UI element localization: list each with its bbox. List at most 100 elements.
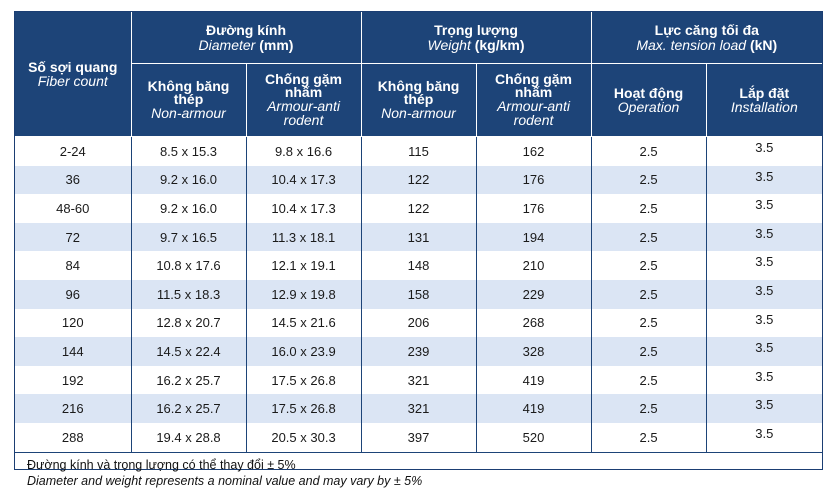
header-row-top: Số sợi quang Fiber count Đường kính Diam… [15,12,823,137]
cell-diameter-armour: 9.8 x 16.6 [246,136,362,166]
cell-installation: 3.5 [706,222,823,252]
cell-fiber-count: 192 [15,365,132,395]
header-installation: Lắp đặt Installation [706,63,823,137]
cell-weight-non-armour: 122 [361,165,477,195]
cell-installation: 3.5 [755,311,774,327]
cell-fiber-count: 120 [15,308,132,338]
cell-weight-non-armour: 321 [361,365,477,395]
cell-weight-non-armour: 122 [361,194,477,223]
cell-weight-armour: 162 [476,136,592,166]
cell-operation: 2.5 [591,136,707,166]
table-row: 96 11.5 x 18.3 12.9 x 19.8 158 229 2.5 3.5 [15,279,823,309]
cell-weight-armour: 419 [476,394,592,423]
cell-installation: 3.5 [755,368,774,384]
cell-diameter-non-armour: 8.5 x 15.3 [131,136,247,166]
header-non-armour-vi: Không băng thép [377,78,460,107]
cell-installation: 3.5 [755,140,774,155]
cell-weight-armour: 229 [476,279,592,309]
table-row: 216 16.2 x 25.7 17.5 x 26.8 321 419 2.5 3.5 [15,394,823,423]
cell-diameter-non-armour: 11.5 x 18.3 [131,279,247,309]
cell-installation: 3.5 [755,197,774,213]
header-armour-vi: Chống gặm nhấm [265,71,342,100]
cell-diameter-non-armour: 16.2 x 25.7 [131,394,247,423]
cell-weight-non-armour: 321 [361,394,477,423]
header-weight: Trọng lượng Weight (kg/km) [361,12,592,64]
header-weight-armour: Chống gặm nhấm Armour-anti rodent [476,63,592,137]
header-diameter-armour: Chống gặm nhấm Armour-anti rodent [246,63,362,137]
header-installation-vi: Lắp đặt [739,84,790,101]
cell-diameter-non-armour: 10.8 x 17.6 [131,251,247,280]
cell-weight-non-armour: 148 [361,251,477,280]
cell-weight-non-armour: 239 [361,337,477,366]
cell-diameter-armour: 10.4 x 17.3 [246,194,362,223]
table-row: 2-24 8.5 x 15.3 9.8 x 16.6 115 162 2.5 3.5 [15,136,822,166]
header-diameter-unit: (mm) [259,36,294,53]
cell-fiber-count: 2-24 [15,136,132,166]
cell-fiber-count: 216 [15,394,132,423]
cell-weight-non-armour: 397 [361,422,477,452]
table-row: 48-60 9.2 x 16.0 10.4 x 17.3 122 176 2.5 3.5 [15,194,822,223]
cell-diameter-armour: 11.3 x 18.1 [246,222,362,252]
cell-weight-non-armour: 206 [361,308,477,338]
cell-diameter-non-armour: 9.2 x 16.0 [131,165,247,195]
header-non-armour-en: Non-armour [151,105,226,121]
header-armour-en: Armour-anti rodent [497,98,570,128]
cell-fiber-count: 72 [15,222,132,252]
cell-weight-armour: 210 [476,251,592,280]
header-operation: Hoạt động Operation [591,63,707,137]
cell-diameter-armour: 14.5 x 21.6 [246,308,362,338]
cell-diameter-non-armour: 9.2 x 16.0 [131,194,247,223]
table-row: 72 9.7 x 16.5 11.3 x 18.1 131 194 2.5 3.5 [15,222,823,252]
header-installation-en: Installation [730,98,798,115]
table-row: 144 14.5 x 22.4 16.0 x 23.9 239 328 2.5 3.5 [15,337,823,366]
cell-operation: 2.5 [591,222,707,252]
header-weight-non-armour: Không băng thép Non-armour [361,63,477,137]
cell-fiber-count: 96 [15,279,132,309]
table-row: 192 16.2 x 25.7 17.5 x 26.8 321 419 2.5 3.5 [15,365,822,395]
header-fiber-count: Số sợi quang Fiber count [15,12,132,137]
cell-diameter-non-armour: 9.7 x 16.5 [131,222,247,252]
header-tension-vi: Lực căng tối đa [654,21,759,38]
footnote-en: Diameter and weight represents a nominal… [27,473,423,488]
cell-diameter-armour: 10.4 x 17.3 [246,165,362,195]
header-diameter-en: Diameter [198,36,256,53]
cell-operation: 2.5 [591,194,707,223]
header-non-armour-en: Non-armour [381,105,456,121]
header-operation-en: Operation [617,98,680,115]
cell-diameter-armour: 12.1 x 19.1 [246,251,362,280]
header-non-armour-vi: Không băng thép [147,78,230,107]
header-tension-unit: (kN) [749,36,778,53]
cell-operation: 2.5 [591,394,707,423]
spec-table-frame: Số sợi quang Fiber count Đường kính Diam… [14,11,823,488]
table-row: 288 19.4 x 28.8 20.5 x 30.3 397 520 2.5 3.5 [15,422,822,452]
cell-operation: 2.5 [591,251,707,280]
cell-weight-non-armour: 115 [361,136,477,166]
cell-operation: 2.5 [591,165,707,195]
cell-weight-armour: 194 [476,222,592,252]
cell-fiber-count: 36 [15,165,132,195]
cell-diameter-non-armour: 16.2 x 25.7 [131,365,247,395]
table-row: 120 12.8 x 20.7 14.5 x 21.6 206 268 2.5 3.5 [15,308,822,338]
cell-installation: 3.5 [706,279,823,309]
cell-operation: 2.5 [591,279,707,309]
header-weight-en: Weight [427,36,471,53]
cell-weight-armour: 268 [476,308,592,338]
cell-weight-armour: 419 [476,365,592,395]
header-weight-vi: Trọng lượng [434,21,518,38]
table-row: 84 10.8 x 17.6 12.1 x 19.1 148 210 2.5 3.5 [15,251,822,280]
cell-diameter-armour: 16.0 x 23.9 [246,337,362,366]
cell-installation: 3.5 [755,425,774,441]
cell-diameter-non-armour: 12.8 x 20.7 [131,308,247,338]
cell-diameter-non-armour: 19.4 x 28.8 [131,422,247,452]
cell-installation: 3.5 [755,254,774,270]
header-armour-en: Armour-anti rodent [267,98,340,128]
header-armour-vi: Chống gặm nhấm [495,71,573,100]
header-weight-unit: (kg/km) [474,36,525,53]
cell-weight-armour: 520 [476,422,592,452]
cell-diameter-armour: 20.5 x 30.3 [246,422,362,452]
table-body: 2-24 8.5 x 15.3 9.8 x 16.6 115 162 2.5 3.5 36 9… [15,136,823,452]
header-tension-en: Max. tension load [636,36,747,53]
cell-weight-non-armour: 158 [361,279,477,309]
header-diameter-vi: Đường kính [206,21,286,38]
header-diameter: Đường kính Diameter (mm) [131,12,362,64]
